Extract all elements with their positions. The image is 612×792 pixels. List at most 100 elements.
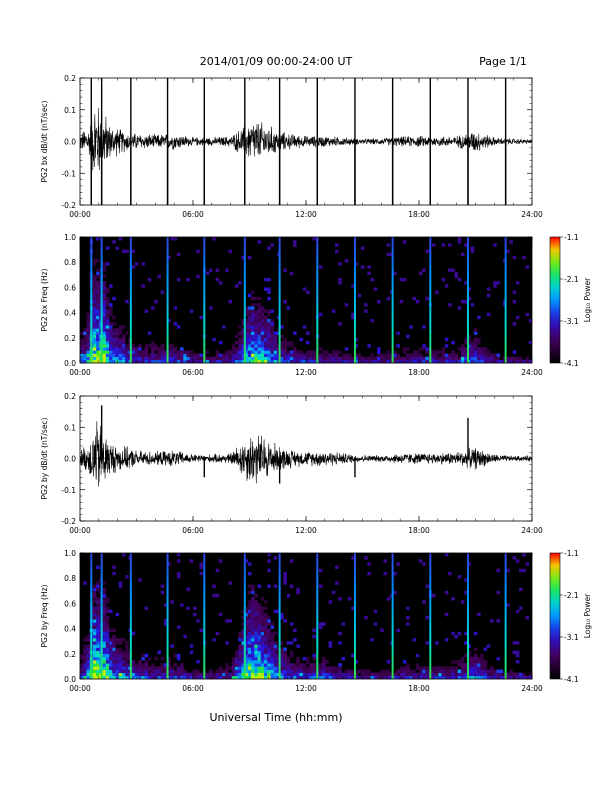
heatmap-cell xyxy=(370,359,375,364)
spike-line xyxy=(466,553,469,679)
heatmap-cell xyxy=(425,616,429,620)
heatmap-cell xyxy=(112,334,116,339)
heatmap-cell xyxy=(322,675,326,680)
heatmap-cell xyxy=(163,669,168,673)
heatmap-cell xyxy=(92,325,97,329)
heatmap-cell xyxy=(251,309,255,313)
heatmap-cell xyxy=(118,672,123,677)
heatmap-cell xyxy=(144,606,149,610)
heatmap-cell xyxy=(483,660,488,664)
heatmap-cell xyxy=(354,675,358,680)
heatmap-cell xyxy=(435,290,439,294)
heatmap-cell xyxy=(215,593,220,598)
heatmap-cell xyxy=(112,331,116,335)
heatmap-cell xyxy=(335,581,339,585)
heatmap-cell xyxy=(92,675,97,680)
heatmap-cell xyxy=(435,353,439,357)
heatmap-cell xyxy=(257,650,262,655)
heatmap-cell xyxy=(102,590,107,595)
heatmap-cell xyxy=(170,350,174,354)
heatmap-cell xyxy=(241,641,245,645)
heatmap-cell xyxy=(267,287,271,291)
heatmap-cell xyxy=(189,356,194,361)
heatmap-cell xyxy=(102,350,107,354)
heatmap-cell xyxy=(499,669,504,673)
heatmap-cell xyxy=(254,644,258,648)
heatmap-cell xyxy=(309,666,313,670)
heatmap-cell xyxy=(270,334,275,339)
heatmap-cell xyxy=(105,309,110,313)
heatmap-cell xyxy=(170,347,174,351)
heatmap-cell xyxy=(173,663,178,667)
heatmap-cell xyxy=(480,353,484,357)
heatmap-cell xyxy=(299,356,304,361)
heatmap-cell xyxy=(96,318,100,323)
heatmap-cell xyxy=(409,325,413,329)
heatmap-cell xyxy=(244,650,249,655)
heatmap-cell xyxy=(154,675,158,680)
heatmap-cell xyxy=(273,669,278,673)
heatmap-cell xyxy=(118,337,123,342)
heatmap-cell xyxy=(167,344,171,348)
heatmap-cell xyxy=(86,359,90,364)
heatmap-cell xyxy=(238,653,242,658)
heatmap-cell xyxy=(138,663,142,667)
heatmap-cell xyxy=(351,606,355,610)
heatmap-cell xyxy=(105,290,110,294)
heatmap-cell xyxy=(209,672,213,677)
heatmap-cell xyxy=(254,656,258,661)
heatmap-cell xyxy=(441,277,446,282)
heatmap-cell xyxy=(234,669,239,673)
heatmap-cell xyxy=(102,616,107,620)
heatmap-cell xyxy=(264,315,268,320)
heatmap-cell xyxy=(302,656,307,661)
heatmap-cell xyxy=(254,331,258,335)
heatmap-cell xyxy=(373,359,378,364)
heatmap-cell xyxy=(115,675,120,680)
y-tick-label: -0.1 xyxy=(61,486,76,495)
heatmap-cell xyxy=(196,619,200,623)
heatmap-cell xyxy=(254,612,258,617)
heatmap-cell xyxy=(170,356,174,361)
heatmap-cell xyxy=(251,625,255,629)
heatmap-cell xyxy=(118,660,123,664)
heatmap-cell xyxy=(170,669,174,673)
heatmap-cell xyxy=(270,353,275,357)
heatmap-cell xyxy=(302,666,307,670)
heatmap-cell xyxy=(247,669,252,673)
heatmap-cell xyxy=(92,593,97,598)
heatmap-cell xyxy=(473,356,478,361)
heatmap-cell xyxy=(299,672,304,677)
heatmap-cell xyxy=(457,575,462,579)
heatmap-cell xyxy=(270,347,275,351)
heatmap-cell xyxy=(293,638,297,642)
heatmap-cell xyxy=(109,647,113,651)
heatmap-cell xyxy=(402,359,407,364)
heatmap-cell xyxy=(125,650,129,655)
heatmap-cell xyxy=(280,359,284,364)
heatmap-cell xyxy=(234,660,239,664)
heatmap-cell xyxy=(222,353,226,357)
heatmap-cell xyxy=(234,347,239,351)
heatmap-cell xyxy=(267,337,271,342)
heatmap-cell xyxy=(467,344,471,348)
heatmap-cell xyxy=(96,281,100,285)
heatmap-cell xyxy=(283,660,287,664)
heatmap-cell xyxy=(176,350,181,354)
heatmap-cell xyxy=(238,347,242,351)
heatmap-cell xyxy=(273,653,278,658)
heatmap-cell xyxy=(131,353,136,357)
heatmap-cell xyxy=(228,300,233,304)
heatmap-cell xyxy=(528,675,533,680)
heatmap-cell xyxy=(144,653,149,658)
heatmap-cell xyxy=(247,653,252,658)
heatmap-cell xyxy=(96,647,100,651)
heatmap-cell xyxy=(477,663,481,667)
heatmap-cell xyxy=(496,356,501,361)
heatmap-cell xyxy=(251,337,255,342)
heatmap-cell xyxy=(138,675,142,680)
heatmap-cell xyxy=(464,578,468,582)
heatmap-cell xyxy=(92,669,97,673)
heatmap-cell xyxy=(460,356,465,361)
heatmap-cell xyxy=(254,337,258,342)
